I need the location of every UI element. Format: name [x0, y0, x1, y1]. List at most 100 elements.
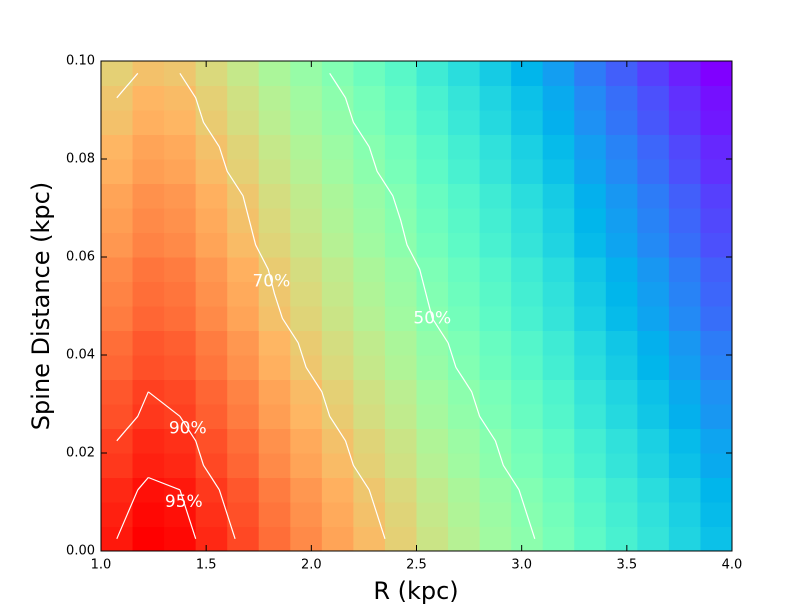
heat-cell [195, 355, 228, 380]
heat-cell [290, 85, 323, 111]
heat-cell [258, 526, 291, 552]
heat-cell [542, 404, 575, 429]
x-tick-label: 2.0 [301, 558, 322, 573]
heat-cell [605, 306, 638, 331]
heat-cell [101, 526, 134, 552]
heat-cell [132, 306, 165, 331]
heat-cell [637, 85, 670, 111]
heat-cell [605, 526, 638, 552]
heat-cell [700, 61, 733, 86]
heat-cell [416, 61, 449, 86]
heat-cell [258, 61, 291, 86]
heat-cell [164, 183, 197, 209]
heat-cell [290, 281, 323, 307]
heat-cell [321, 306, 354, 331]
heat-cell [574, 257, 607, 282]
heat-cell [416, 404, 449, 429]
heat-cell [574, 355, 607, 380]
heat-cell [542, 502, 575, 527]
heat-cell [384, 477, 417, 503]
heat-cell [353, 232, 386, 258]
heat-cell [668, 110, 701, 135]
heat-cell [132, 502, 165, 527]
heat-cell [700, 85, 733, 111]
heat-cell [416, 232, 449, 258]
heat-cell [668, 379, 701, 405]
heat-cell [511, 183, 544, 209]
heat-cell [353, 208, 386, 233]
heat-cell [448, 85, 481, 111]
heat-cell [321, 110, 354, 135]
heat-cell [353, 453, 386, 478]
heat-cell [164, 159, 197, 184]
heat-cell [353, 110, 386, 135]
heat-cell [448, 134, 481, 160]
heat-cell [384, 281, 417, 307]
heat-cell [700, 281, 733, 307]
heat-cell [384, 502, 417, 527]
heat-cell [195, 159, 228, 184]
heat-cell [384, 428, 417, 454]
heat-cell [258, 502, 291, 527]
heat-cell [101, 355, 134, 380]
heat-cell [227, 502, 260, 527]
heat-cell [479, 85, 512, 111]
heat-cell [479, 379, 512, 405]
heat-cell [227, 330, 260, 356]
heat-cell [668, 183, 701, 209]
heat-cell [101, 183, 134, 209]
heat-cell [384, 526, 417, 552]
heat-cell [700, 330, 733, 356]
heat-cell [605, 232, 638, 258]
heat-cell [290, 502, 323, 527]
heat-cell [290, 477, 323, 503]
heat-cell [700, 134, 733, 160]
heat-cell [353, 159, 386, 184]
heat-cell [353, 428, 386, 454]
heat-cell [290, 453, 323, 478]
heat-cell [101, 110, 134, 135]
heat-cell [479, 159, 512, 184]
heat-cell [195, 61, 228, 86]
heat-cell [258, 428, 291, 454]
heat-cell [101, 453, 134, 478]
heat-cell [574, 159, 607, 184]
heat-cell [290, 306, 323, 331]
heat-cell [637, 208, 670, 233]
heat-cell [448, 477, 481, 503]
heat-cell [164, 85, 197, 111]
heat-cell [384, 257, 417, 282]
heat-cell [258, 183, 291, 209]
heat-cell [574, 379, 607, 405]
heat-cell [542, 453, 575, 478]
heat-cell [668, 502, 701, 527]
heat-cell [290, 330, 323, 356]
heat-cell [258, 477, 291, 503]
heat-cell [101, 428, 134, 454]
heat-cell [195, 330, 228, 356]
contour-line [116, 391, 236, 539]
heat-cell [227, 110, 260, 135]
x-tick-label: 3.0 [511, 558, 532, 573]
heat-cell [132, 355, 165, 380]
heat-cell [384, 404, 417, 429]
heat-cell [101, 159, 134, 184]
heat-cell [416, 134, 449, 160]
heat-cell [605, 281, 638, 307]
heat-cell [637, 428, 670, 454]
heat-cell [605, 134, 638, 160]
heat-cell [132, 208, 165, 233]
contour-line [116, 72, 386, 539]
heat-cell [321, 526, 354, 552]
heat-cell [195, 428, 228, 454]
heat-cell [164, 355, 197, 380]
x-axis-label: R (kpc) [373, 577, 458, 605]
heat-cell [511, 110, 544, 135]
heat-cell [511, 355, 544, 380]
heat-cell [353, 306, 386, 331]
heat-cell [700, 208, 733, 233]
heat-cell [227, 428, 260, 454]
heat-cell [479, 330, 512, 356]
heat-cell [479, 502, 512, 527]
heat-cell [258, 85, 291, 111]
